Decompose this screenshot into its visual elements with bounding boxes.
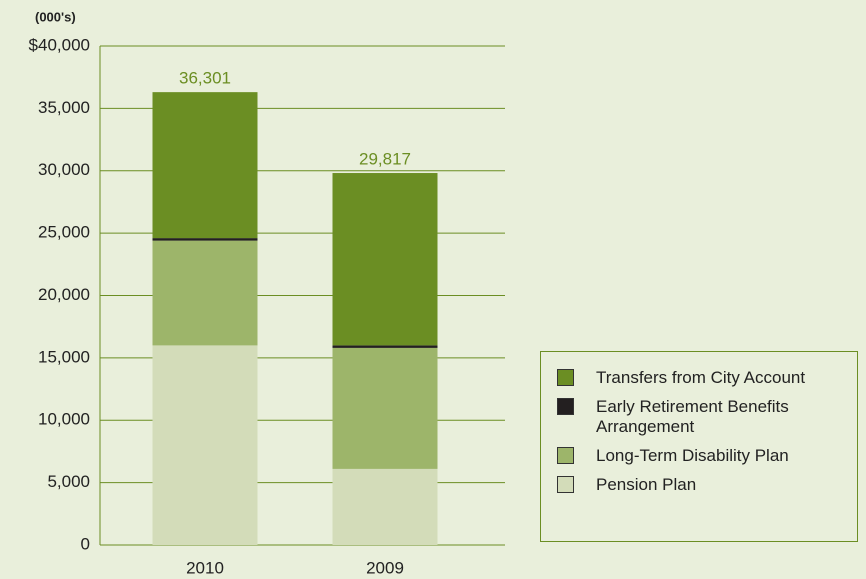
y-tick-label: 30,000 <box>38 160 90 179</box>
x-tick-label: 2010 <box>186 558 224 577</box>
y-tick-label: 15,000 <box>38 347 90 366</box>
legend-swatch <box>557 476 574 493</box>
legend-entry: Early Retirement Benefits Arrangement <box>557 397 857 437</box>
bar-segment <box>332 345 438 348</box>
bar-segment <box>152 238 258 241</box>
legend: Transfers from City Account Early Retirem… <box>540 351 858 542</box>
bar-segment <box>332 347 438 469</box>
legend-label: Pension Plan <box>596 475 697 494</box>
y-tick-label: 35,000 <box>38 98 90 117</box>
y-tick-label: $40,000 <box>29 35 90 54</box>
legend-label: Early Retirement Benefits Arrangement <box>596 397 789 436</box>
total-label: 36,301 <box>179 69 231 88</box>
x-tick-label: 2009 <box>366 558 404 577</box>
legend-label: Transfers from City Account <box>596 368 806 387</box>
y-tick-label: 0 <box>81 534 90 553</box>
y-axis-label: (000's) <box>35 9 76 24</box>
y-tick-label: 25,000 <box>38 223 90 242</box>
bar-segment <box>152 240 258 346</box>
y-tick-label: 5,000 <box>47 472 90 491</box>
legend-entry: Long-Term Disability Plan <box>557 446 857 466</box>
bar-segment <box>332 468 438 545</box>
legend-label: Long-Term Disability Plan <box>596 446 789 465</box>
bar-segment <box>152 92 258 239</box>
total-label: 29,817 <box>359 150 411 169</box>
legend-entry: Pension Plan <box>557 475 857 495</box>
bar-segment <box>332 173 438 346</box>
legend-swatch <box>557 369 574 386</box>
legend-swatch <box>557 398 574 415</box>
bar-segment <box>152 345 258 545</box>
legend-swatch <box>557 447 574 464</box>
y-tick-label: 20,000 <box>38 285 90 304</box>
y-tick-label: 10,000 <box>38 410 90 429</box>
legend-entry: Transfers from City Account <box>557 368 857 388</box>
